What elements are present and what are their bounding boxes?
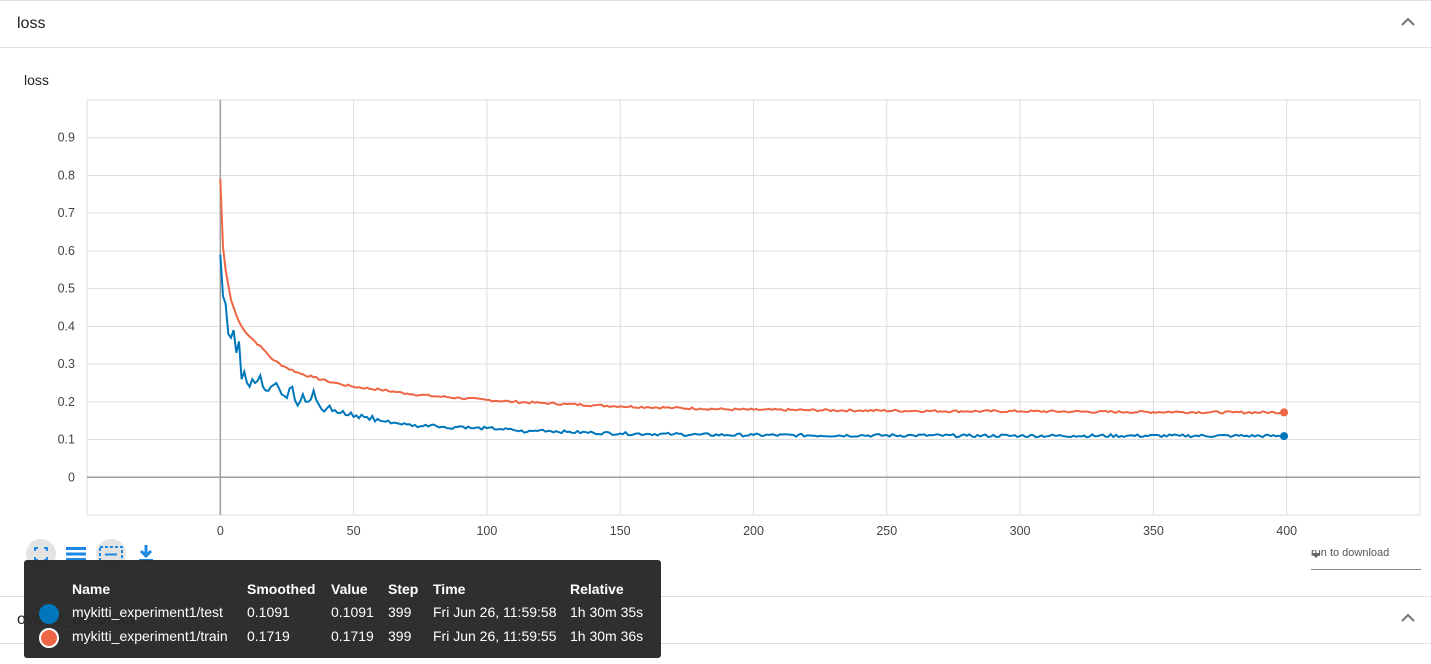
data-table-icon xyxy=(66,547,86,561)
chart-grid xyxy=(86,99,1421,516)
section-header-loss[interactable]: loss xyxy=(0,0,1431,48)
y-tick-label: 0.1 xyxy=(58,433,75,447)
row-relative: 1h 30m 35s xyxy=(570,604,644,620)
x-tick-label: 200 xyxy=(743,524,764,538)
series-swatch-test xyxy=(39,604,59,624)
chart-title: loss xyxy=(24,72,49,88)
y-tick-labels: 0 0.1 0.2 0.3 0.4 0.5 0.6 0.7 0.8 0.9 xyxy=(58,131,75,485)
row-time: Fri Jun 26, 11:59:58 xyxy=(433,604,557,620)
row-step: 399 xyxy=(388,604,412,620)
chevron-up-icon[interactable] xyxy=(1399,13,1417,31)
x-tick-label: 150 xyxy=(610,524,631,538)
y-tick-label: 0.5 xyxy=(58,282,75,296)
row-name: mykitti_experiment1/train xyxy=(72,628,228,644)
x-tick-label: 100 xyxy=(476,524,497,538)
row-smoothed: 0.1719 xyxy=(247,628,290,644)
series-line xyxy=(219,254,1285,439)
y-tick-label: 0.4 xyxy=(58,319,75,333)
series-endpoint xyxy=(1280,432,1289,441)
y-tick-label: 0.9 xyxy=(58,131,75,145)
header-name: Name xyxy=(72,581,111,597)
series-line xyxy=(219,179,1285,415)
y-tick-label: 0.8 xyxy=(58,168,75,182)
row-smoothed: 0.1091 xyxy=(247,604,290,620)
data-table-button[interactable] xyxy=(61,539,91,569)
chart-tooltip: Name Smoothed Value Step Time Relative m… xyxy=(24,560,661,658)
x-tick-label: 400 xyxy=(1276,524,1297,538)
chart-series xyxy=(219,179,1289,441)
header-relative: Relative xyxy=(570,581,624,597)
series-swatch-train xyxy=(39,628,59,648)
loss-chart[interactable]: 0 50 100 150 200 250 300 350 400 0 0.1 0.2 0.3 0.4 0.… xyxy=(0,50,1431,595)
header-smoothed: Smoothed xyxy=(247,581,316,597)
row-name: mykitti_experiment1/test xyxy=(72,604,223,620)
row-time: Fri Jun 26, 11:59:55 xyxy=(433,628,557,644)
row-value: 0.1091 xyxy=(331,604,374,620)
tooltip-row: mykitti_experiment1/test 0.1091 0.1091 3… xyxy=(24,604,661,626)
y-tick-label: 0.3 xyxy=(58,357,75,371)
y-tick-label: 0.6 xyxy=(58,244,75,258)
fullscreen-icon xyxy=(34,547,48,561)
section-title: loss xyxy=(17,15,46,32)
row-step: 399 xyxy=(388,628,412,644)
row-value: 0.1719 xyxy=(331,628,374,644)
tooltip-row: mykitti_experiment1/train 0.1719 0.1719 … xyxy=(24,628,661,650)
series-endpoint xyxy=(1280,408,1289,417)
x-tick-label: 250 xyxy=(876,524,897,538)
x-tick-label: 50 xyxy=(347,524,361,538)
dropdown-caret-icon xyxy=(1311,553,1321,558)
run-download-select[interactable]: run to download xyxy=(1311,545,1421,570)
x-tick-label: 0 xyxy=(217,524,224,538)
header-time: Time xyxy=(433,581,466,597)
chevron-up-icon[interactable] xyxy=(1399,609,1417,627)
run-select-label: run to download xyxy=(1311,547,1390,559)
x-tick-label: 350 xyxy=(1143,524,1164,538)
row-relative: 1h 30m 36s xyxy=(570,628,644,644)
chart-axes xyxy=(87,100,1420,515)
tooltip-header-row: Name Smoothed Value Step Time Relative xyxy=(24,581,661,603)
x-tick-labels: 0 50 100 150 200 250 300 350 400 xyxy=(217,524,1297,538)
y-tick-label: 0 xyxy=(68,470,75,484)
x-tick-label: 300 xyxy=(1010,524,1031,538)
y-tick-label: 0.2 xyxy=(58,395,75,409)
header-step: Step xyxy=(388,581,419,597)
header-value: Value xyxy=(331,581,368,597)
y-tick-label: 0.7 xyxy=(58,206,75,220)
